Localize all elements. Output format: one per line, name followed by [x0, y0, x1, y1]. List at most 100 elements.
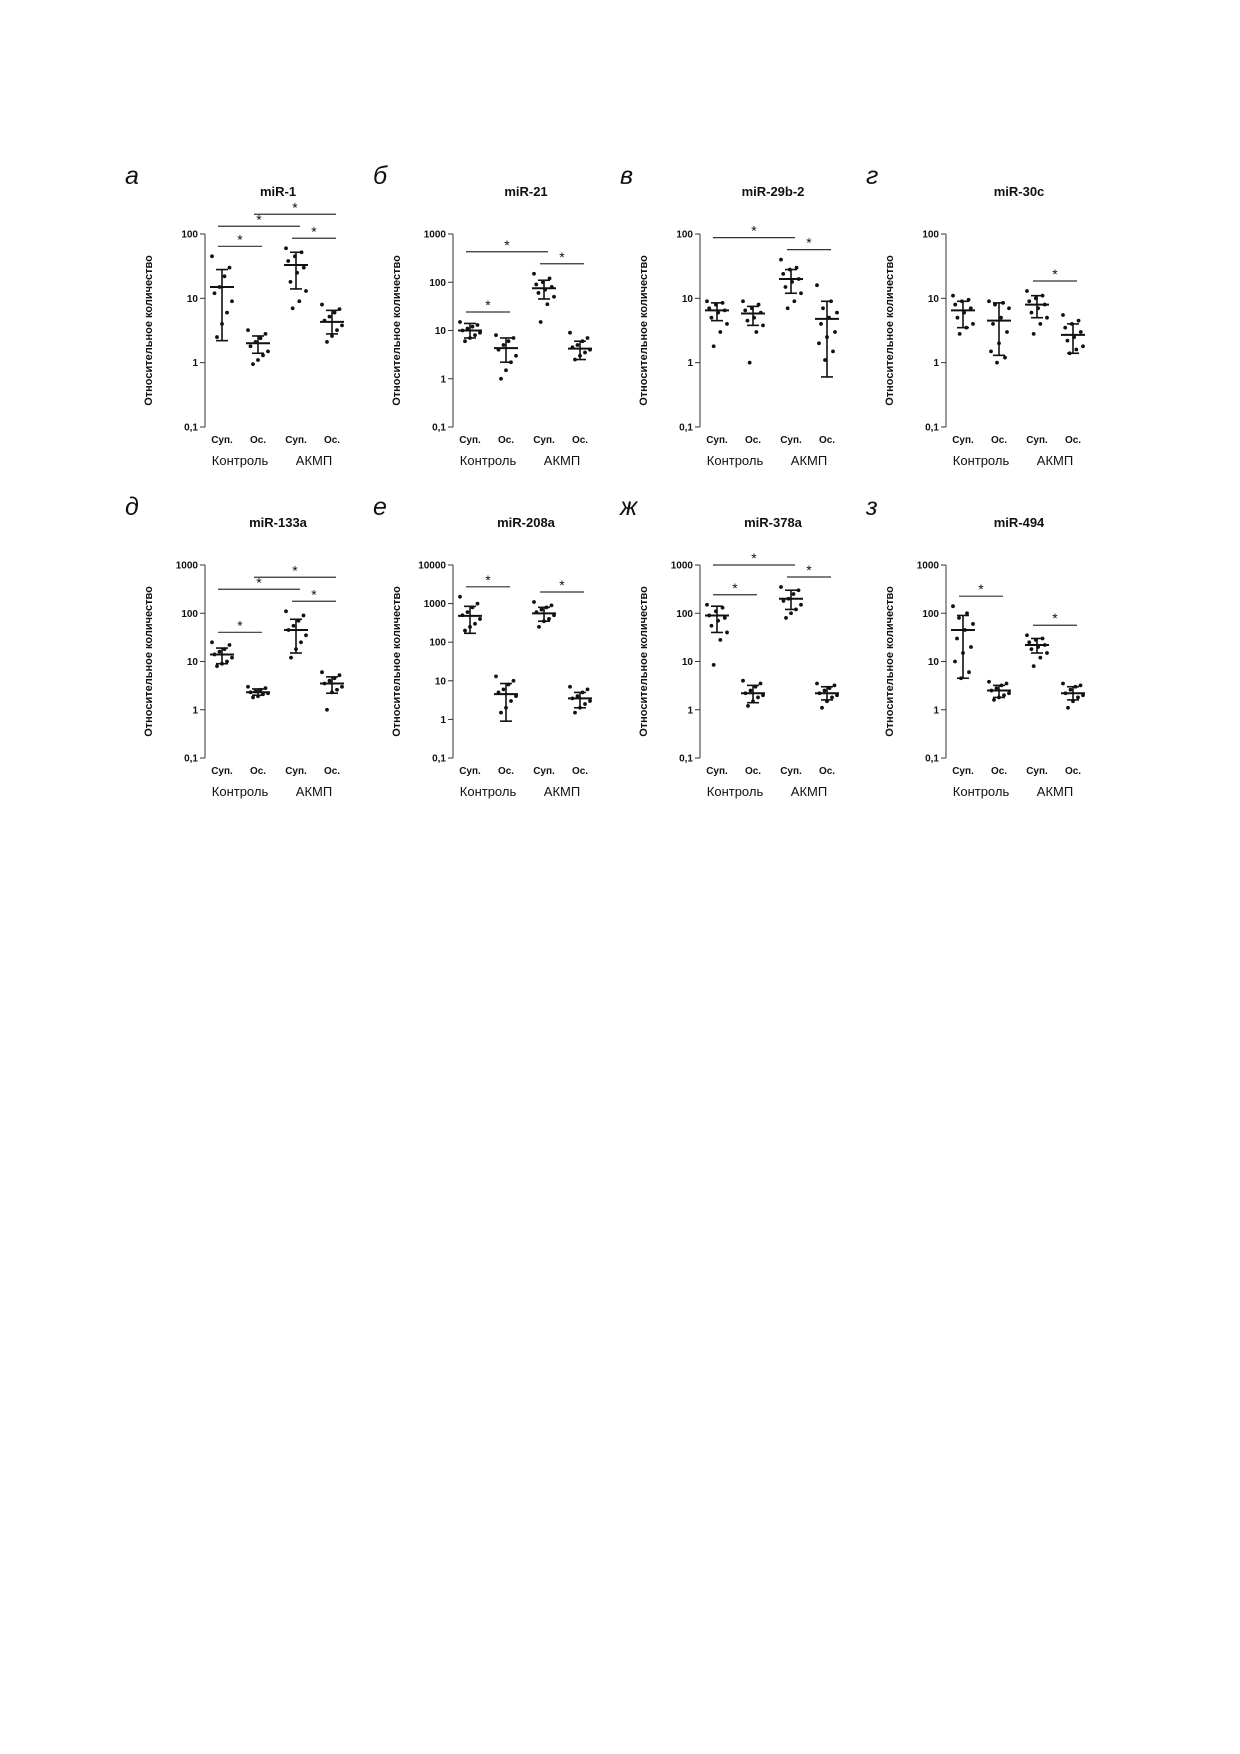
x-tick-label: Суп.	[952, 435, 974, 446]
group-label: АКМП	[544, 453, 580, 468]
y-axis-label: Относительное количество	[391, 255, 403, 406]
data-point	[534, 282, 539, 287]
data-point	[304, 633, 308, 638]
x-tick-label: Ос.	[324, 435, 340, 446]
chart-title: miR-29b-2	[742, 184, 805, 199]
significance-star: *	[256, 574, 262, 590]
y-tick-label: 1	[440, 374, 446, 385]
significance-star: *	[311, 223, 317, 239]
data-point	[320, 302, 324, 307]
data-point	[1025, 633, 1029, 638]
y-tick-label: 10	[435, 676, 447, 687]
panel-1: а miR-1 100 10 1 0,1 Относительное количество С…	[125, 162, 344, 468]
data-point	[286, 259, 291, 263]
data-point	[756, 302, 761, 307]
significance-star: *	[1052, 266, 1058, 282]
data-point	[494, 333, 498, 338]
data-point	[783, 285, 788, 289]
data-point	[997, 695, 1001, 700]
y-tick-label: 1000	[424, 230, 447, 241]
x-tick-label: Суп.	[211, 435, 233, 446]
data-point	[831, 349, 835, 354]
significance-star: *	[485, 572, 491, 588]
data-point	[325, 707, 329, 712]
data-point	[817, 341, 821, 346]
data-point	[253, 340, 258, 344]
y-tick-label: 1	[192, 705, 198, 716]
data-point	[295, 270, 300, 275]
data-point	[1063, 691, 1068, 696]
data-point	[965, 611, 969, 616]
x-tick-label: Суп.	[533, 435, 555, 446]
data-point	[509, 699, 513, 703]
data-point	[718, 330, 723, 334]
data-point	[835, 693, 839, 698]
data-point	[547, 617, 551, 621]
data-point	[1036, 306, 1041, 311]
data-point	[210, 254, 214, 259]
panel-4: г miR-30c 100 10 1 0,1 Относительное количеств…	[866, 162, 1085, 468]
data-point	[817, 691, 822, 696]
data-point	[953, 659, 957, 664]
data-point	[822, 688, 827, 693]
data-point	[299, 640, 303, 645]
significance-star: *	[559, 249, 565, 265]
data-point	[1033, 296, 1038, 301]
data-point	[504, 705, 508, 710]
data-point	[722, 308, 727, 313]
data-point	[578, 353, 582, 358]
data-point	[536, 291, 541, 295]
data-point	[212, 652, 217, 657]
data-point	[955, 315, 960, 320]
y-tick-label: 1000	[176, 561, 199, 572]
data-point	[246, 328, 250, 333]
data-point	[1078, 683, 1083, 688]
data-point	[743, 308, 748, 313]
data-point	[266, 349, 270, 354]
data-point	[711, 344, 716, 349]
chart-title: miR-21	[504, 184, 547, 199]
data-point	[570, 345, 575, 350]
data-point	[1076, 318, 1081, 323]
y-tick-label: 0,1	[679, 423, 693, 434]
chart-title: miR-30c	[994, 184, 1045, 199]
data-point	[470, 324, 475, 329]
data-point	[725, 630, 729, 635]
data-point	[499, 376, 503, 381]
data-point	[955, 636, 959, 641]
data-point	[1042, 643, 1047, 647]
data-point	[217, 649, 222, 654]
data-point	[580, 339, 585, 344]
data-point	[1003, 355, 1007, 360]
panel-label: а	[125, 162, 139, 190]
data-point	[815, 681, 819, 686]
data-point	[501, 687, 506, 692]
x-tick-label: Суп.	[706, 766, 728, 777]
group-label: АКМП	[1037, 784, 1073, 799]
group-label: Контроль	[707, 453, 764, 468]
x-tick-label: Суп.	[780, 435, 802, 446]
data-point	[475, 601, 480, 606]
data-point	[1061, 681, 1065, 686]
data-point	[575, 343, 580, 347]
data-point	[720, 605, 725, 610]
chart-title: miR-208a	[497, 515, 556, 530]
data-point	[705, 602, 709, 607]
data-point	[227, 643, 232, 647]
data-point	[819, 322, 823, 326]
x-tick-label: Ос.	[819, 766, 835, 777]
data-point	[460, 613, 465, 618]
data-point	[1029, 310, 1034, 315]
data-point	[568, 684, 572, 689]
data-point	[827, 315, 831, 320]
data-point	[823, 358, 827, 362]
data-point	[256, 358, 260, 362]
data-point	[1073, 684, 1078, 689]
y-tick-label: 10	[187, 657, 199, 668]
data-point	[545, 302, 550, 307]
data-point	[997, 341, 1001, 346]
data-point	[327, 314, 332, 319]
significance-star: *	[806, 562, 812, 578]
data-point	[995, 360, 999, 365]
